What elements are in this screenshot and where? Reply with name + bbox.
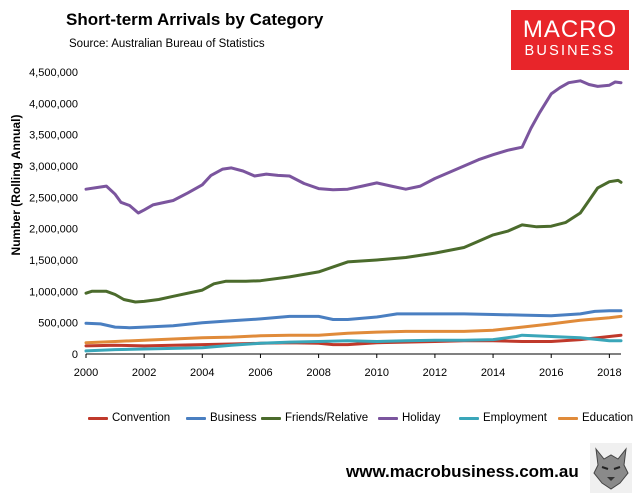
legend-swatch bbox=[261, 416, 281, 420]
x-tick-label: 2016 bbox=[539, 367, 563, 379]
y-tick-label: 1,500,000 bbox=[29, 255, 78, 267]
y-tick-label: 3,500,000 bbox=[29, 130, 78, 142]
y-tick-label: 4,000,000 bbox=[29, 98, 78, 110]
chart-series bbox=[84, 79, 623, 353]
website-url[interactable]: www.macrobusiness.com.au bbox=[346, 462, 579, 481]
y-tick-label: 500,000 bbox=[38, 318, 78, 330]
legend-label: Business bbox=[210, 412, 257, 424]
series-line-business bbox=[84, 309, 623, 330]
series-line-holiday bbox=[84, 79, 623, 215]
legend-label: Employment bbox=[483, 412, 547, 424]
x-tick-label: 2010 bbox=[365, 367, 389, 379]
series-line-education bbox=[84, 314, 623, 345]
logo-line-macro: MACRO bbox=[522, 16, 618, 43]
legend-swatch bbox=[88, 416, 108, 420]
legend-item: Employment bbox=[459, 412, 547, 424]
legend-swatch bbox=[558, 416, 578, 420]
legend-label: Convention bbox=[112, 412, 171, 424]
legend-item: Holiday bbox=[378, 412, 440, 424]
y-tick-label: 2,000,000 bbox=[29, 224, 78, 236]
chart-legend: Convention Business Friends/Relative Holida… bbox=[88, 412, 633, 430]
legend-swatch bbox=[378, 416, 398, 420]
legend-item: Business bbox=[186, 412, 257, 424]
wolf-mascot-icon bbox=[590, 443, 632, 493]
series-line-friends-relative bbox=[84, 178, 623, 304]
macrobusiness-logo[interactable]: MACRO BUSINESS bbox=[511, 10, 629, 70]
x-tick-label: 2018 bbox=[597, 367, 621, 379]
x-tick-label: 2008 bbox=[306, 367, 330, 379]
chart-source: Source: Australian Bureau of Statistics bbox=[69, 38, 265, 50]
y-tick-label: 4,500,000 bbox=[29, 67, 78, 79]
y-tick-label: 2,500,000 bbox=[29, 192, 78, 204]
y-tick-label: 3,000,000 bbox=[29, 161, 78, 173]
chart-title: Short-term Arrivals by Category bbox=[66, 10, 324, 29]
chart-axes: 0 500,000 1,000,000 1,500,000 2,000,000 2,500… bbox=[29, 67, 622, 379]
legend-item: Education bbox=[558, 412, 633, 424]
logo-line-business: BUSINESS bbox=[524, 43, 616, 59]
x-tick-label: 2000 bbox=[74, 367, 98, 379]
y-tick-label: 0 bbox=[72, 349, 78, 361]
x-tick-label: 2002 bbox=[132, 367, 156, 379]
y-tick-label: 1,000,000 bbox=[29, 286, 78, 298]
x-tick-label: 2006 bbox=[248, 367, 272, 379]
legend-swatch bbox=[186, 416, 206, 420]
legend-label: Holiday bbox=[402, 412, 441, 424]
legend-swatch bbox=[459, 416, 479, 420]
legend-item: Convention bbox=[88, 412, 170, 424]
x-tick-label: 2004 bbox=[190, 367, 214, 379]
series-line-employment bbox=[84, 333, 623, 353]
legend-item: Friends/Relative bbox=[261, 412, 368, 424]
legend-label: Education bbox=[582, 412, 634, 424]
x-tick-label: 2014 bbox=[481, 367, 505, 379]
x-tick-label: 2012 bbox=[423, 367, 447, 379]
legend-label: Friends/Relative bbox=[285, 412, 369, 424]
series-line-convention bbox=[84, 333, 623, 348]
y-axis-label: Number (Rolling Annual) bbox=[9, 115, 23, 256]
